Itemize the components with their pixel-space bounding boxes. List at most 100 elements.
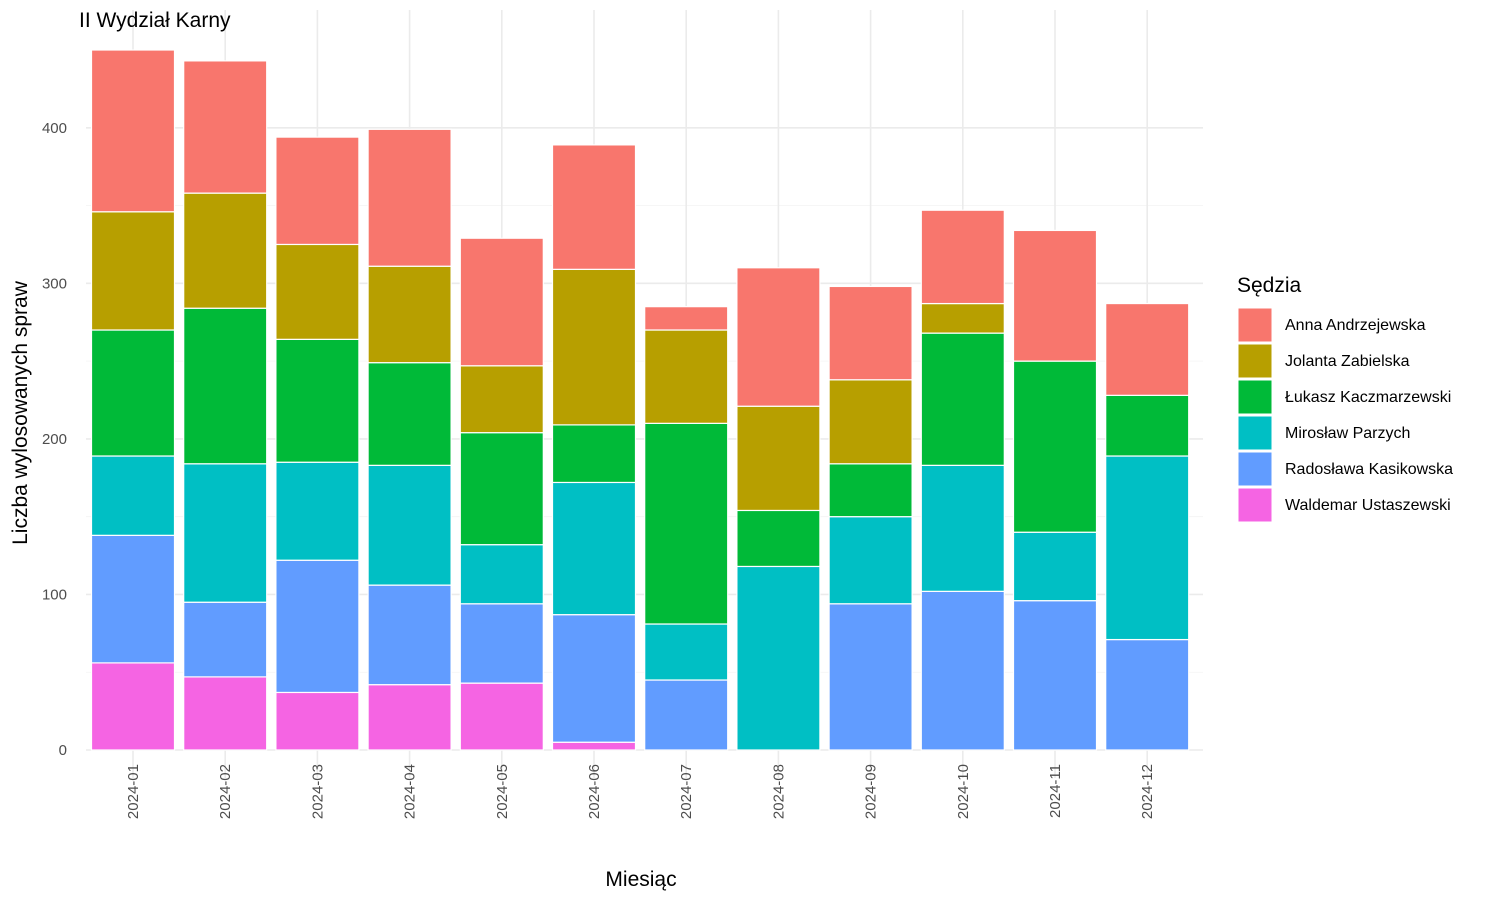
bar-segment <box>736 509 821 568</box>
bar-segment <box>183 463 268 603</box>
legend-label: Waldemar Ustaszewski <box>1285 497 1451 514</box>
x-tick-label: 2024-06 <box>586 764 603 819</box>
x-tick-label: 2024-07 <box>678 764 695 819</box>
bar-segment <box>551 741 637 751</box>
bar-segment <box>367 684 452 751</box>
y-tick-label: 0 <box>59 742 67 759</box>
bar-segment <box>367 464 452 586</box>
bar-segment <box>828 603 913 751</box>
bar-segment <box>459 365 544 434</box>
bar-segment <box>644 306 729 331</box>
bar-segment <box>551 481 637 616</box>
bar-segment <box>90 455 176 536</box>
legend-label: Mirosław Parzych <box>1285 425 1410 442</box>
x-tick-label: 2024-08 <box>770 764 787 819</box>
y-axis-title: Liczba wylosowanych spraw <box>9 280 32 545</box>
bar-segment <box>1012 360 1098 533</box>
legend-label: Radosława Kasikowska <box>1285 461 1453 478</box>
bar-segment <box>828 463 913 518</box>
bar-segment <box>920 332 1005 466</box>
y-tick-label: 100 <box>42 586 67 603</box>
bar-segment <box>459 682 544 751</box>
bar-segment <box>459 432 544 546</box>
x-tick-label: 2024-12 <box>1139 764 1156 819</box>
legend-key <box>1237 307 1273 343</box>
bar-segment <box>367 584 452 686</box>
bar-segment <box>551 424 637 484</box>
bar-segment <box>551 614 637 743</box>
bar-segment <box>90 211 176 331</box>
x-tick-label: 2024-11 <box>1047 764 1064 818</box>
legend-label: Jolanta Zabielska <box>1285 353 1410 370</box>
bar-segment <box>275 559 360 694</box>
bar-segment <box>736 565 821 751</box>
bar-segment <box>275 461 360 561</box>
legend-key <box>1237 487 1273 523</box>
bar-segment <box>90 662 176 751</box>
bar-segment <box>1012 531 1098 602</box>
bars <box>90 49 1190 751</box>
bar-segment <box>275 136 360 246</box>
bar-segment <box>920 590 1005 751</box>
legend-title: Sędzia <box>1237 274 1302 297</box>
bar-segment <box>644 422 729 625</box>
bar-segment <box>920 302 1005 334</box>
bar-segment <box>459 603 544 684</box>
legend-key <box>1237 379 1273 415</box>
bar-segment <box>1012 600 1098 751</box>
x-tick-label: 2024-04 <box>402 764 419 819</box>
legend-key <box>1237 451 1273 487</box>
bar-segment <box>275 338 360 463</box>
bar-segment <box>90 534 176 664</box>
bar-segment <box>183 676 268 751</box>
x-axis-title: Miesiąc <box>605 868 676 891</box>
bar-segment <box>183 307 268 465</box>
bar-segment <box>920 209 1005 305</box>
bar-segment <box>1105 394 1190 457</box>
legend-label: Łukasz Kaczmarzewski <box>1285 389 1451 406</box>
bar-segment <box>1105 638 1190 751</box>
bar-segment <box>828 285 913 381</box>
bar-segment <box>1105 302 1190 396</box>
bar-segment <box>828 516 913 605</box>
legend-label: Anna Andrzejewska <box>1285 317 1426 334</box>
bar-segment <box>1012 229 1098 362</box>
bar-segment <box>644 329 729 424</box>
bar-segment <box>183 192 268 309</box>
bar-segment <box>828 379 913 465</box>
bar-segment <box>183 60 268 194</box>
bar-segment <box>551 144 637 270</box>
y-tick-label: 300 <box>42 275 67 292</box>
bar-segment <box>275 243 360 340</box>
bar-segment <box>459 544 544 605</box>
bar-segment <box>90 329 176 457</box>
legend: Sędzia Anna Andrzejewska Jolanta Zabielsk… <box>1237 274 1453 523</box>
bar-segment <box>644 679 729 751</box>
bar-segment <box>183 601 268 678</box>
bar-segment <box>367 128 452 267</box>
bar-segment <box>644 623 729 681</box>
bar-segment <box>459 237 544 367</box>
x-tick-label: 2024-09 <box>863 764 880 819</box>
y-tick-label: 400 <box>42 120 67 137</box>
y-tick-label: 200 <box>42 431 67 448</box>
bar-segment <box>275 691 360 751</box>
legend-key <box>1237 415 1273 451</box>
x-tick-label: 2024-05 <box>494 764 511 819</box>
bar-segment <box>736 405 821 512</box>
bar-segment <box>367 265 452 364</box>
bar-segment <box>1105 455 1190 641</box>
x-axis-ticks: 2024-01 2024-02 2024-03 2024-04 2024-05 2024-… <box>125 764 1156 819</box>
x-tick-label: 2024-03 <box>309 764 326 819</box>
y-axis-ticks: 0 100 200 300 400 <box>42 120 67 759</box>
chart-title: II Wydział Karny <box>79 9 231 32</box>
legend-key <box>1237 343 1273 379</box>
x-tick-label: 2024-01 <box>125 764 142 819</box>
x-tick-label: 2024-02 <box>217 764 234 819</box>
bar-segment <box>736 267 821 407</box>
bar-segment <box>920 464 1005 592</box>
x-tick-label: 2024-10 <box>955 764 972 819</box>
bar-segment <box>367 362 452 466</box>
bar-segment <box>551 268 637 426</box>
